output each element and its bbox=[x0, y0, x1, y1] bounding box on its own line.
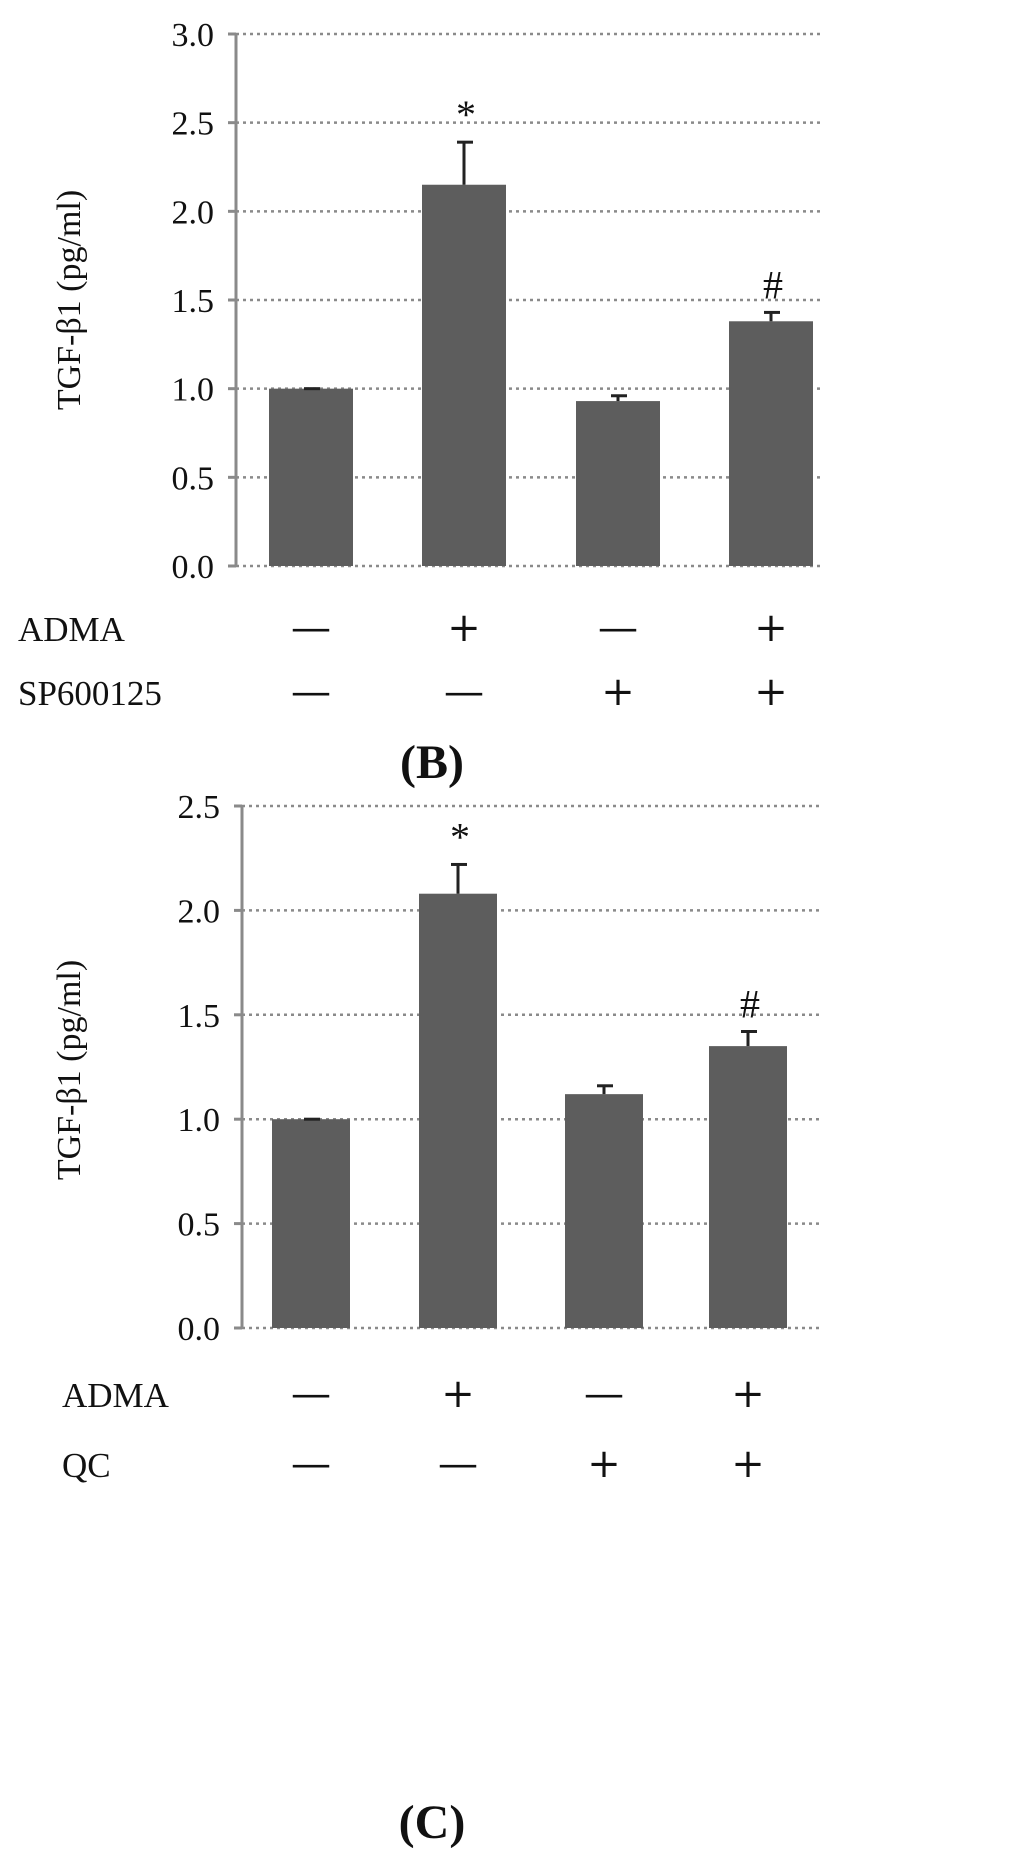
condition-plus: + bbox=[731, 1441, 765, 1487]
chart-sp600125: *# 0.00.51.01.52.02.53.0 TGF-β1 (pg/ml) … bbox=[18, 17, 822, 715]
condition-label: ADMA bbox=[18, 610, 126, 649]
condition-plus: + bbox=[441, 1371, 475, 1417]
y-tick-label: 2.5 bbox=[178, 789, 221, 826]
y-axis-label: TGF-β1 (pg/ml) bbox=[51, 960, 88, 1180]
bar bbox=[709, 1046, 787, 1328]
condition-plus: + bbox=[601, 669, 635, 715]
condition-label: ADMA bbox=[62, 1376, 170, 1415]
condition-minus: — bbox=[291, 605, 331, 651]
y-tick-label: 0.5 bbox=[178, 1207, 221, 1244]
condition-minus: — bbox=[291, 1441, 331, 1487]
condition-label: QC bbox=[62, 1446, 111, 1485]
condition-plus: + bbox=[447, 605, 481, 651]
y-tick-label: 2.0 bbox=[178, 893, 221, 930]
bar bbox=[422, 184, 506, 566]
chart-qc: * # 0.0 0.5 1.0 1.5 2.0 2.5 TGF-β1 (pg/ml) ADM… bbox=[51, 789, 820, 1487]
y-axis-label: TGF-β1 (pg/ml) bbox=[51, 190, 88, 410]
condition-minus: — bbox=[291, 1371, 331, 1417]
condition-plus: + bbox=[731, 1371, 765, 1417]
y-tick-label: 1.5 bbox=[178, 998, 221, 1035]
error-bar bbox=[451, 862, 467, 894]
significance-star: * bbox=[450, 814, 470, 859]
condition-plus: + bbox=[754, 669, 788, 715]
condition-minus: — bbox=[584, 1371, 624, 1417]
condition-minus: — bbox=[291, 669, 331, 715]
y-tick-label: 1.0 bbox=[172, 372, 215, 409]
bar bbox=[419, 893, 497, 1328]
condition-minus: — bbox=[598, 605, 638, 651]
y-tick-label: 3.0 bbox=[172, 17, 215, 54]
y-tick-label: 0.0 bbox=[178, 1311, 221, 1348]
panel-label-c: (C) bbox=[399, 1796, 466, 1849]
error-bar bbox=[611, 394, 627, 402]
y-tick-label: 1.0 bbox=[178, 1102, 221, 1139]
y-tick-label: 0.0 bbox=[172, 549, 215, 586]
y-tick-label: 2.5 bbox=[172, 106, 215, 143]
significance-hash: # bbox=[740, 982, 760, 1027]
condition-plus: + bbox=[587, 1441, 621, 1487]
condition-label: SP600125 bbox=[18, 674, 162, 713]
panel-label-b: (B) bbox=[400, 736, 464, 789]
condition-plus: + bbox=[754, 605, 788, 651]
bar bbox=[269, 388, 353, 566]
error-bar bbox=[457, 140, 473, 185]
error-bar bbox=[741, 1030, 757, 1047]
y-tick-label: 2.0 bbox=[172, 194, 215, 231]
bar bbox=[729, 321, 813, 566]
bar bbox=[576, 401, 660, 566]
y-tick-label: 1.5 bbox=[172, 283, 215, 320]
condition-minus: — bbox=[438, 1441, 478, 1487]
significance-hash: # bbox=[763, 262, 783, 307]
significance-star: * bbox=[456, 92, 476, 137]
y-tick-label: 0.5 bbox=[172, 460, 215, 497]
condition-minus: — bbox=[444, 669, 484, 715]
bar bbox=[565, 1094, 643, 1328]
error-bar bbox=[597, 1084, 613, 1095]
bar bbox=[272, 1119, 350, 1328]
error-bar bbox=[764, 310, 780, 322]
